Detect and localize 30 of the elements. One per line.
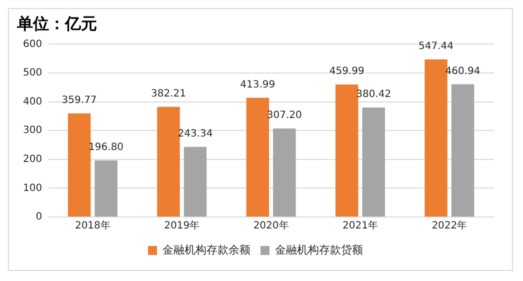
data-label: 413.99 [240,79,276,90]
legend-label: 金融机构存款贷额 [275,243,363,256]
y-tick-label: 200 [22,154,42,165]
bar [273,128,296,216]
y-tick-label: 500 [22,68,42,79]
x-tick-label: 2022年 [432,220,468,232]
x-tick-label: 2018年 [74,220,110,232]
x-tick-label: 2020年 [253,220,289,232]
bar [424,59,448,216]
data-label: 459.99 [329,66,364,78]
legend-label: 金融机构存款余额 [162,243,250,256]
bar [184,146,207,216]
y-tick-label: 600 [22,38,42,50]
data-label: 547.44 [418,40,454,52]
bar [246,98,270,216]
y-tick-label: 100 [22,182,42,194]
bar [94,160,118,216]
bar [362,107,385,216]
chart-title: 单位：亿元 [16,14,97,33]
bar [157,106,180,216]
bar [68,113,91,216]
x-tick-label: 2021年 [342,220,378,232]
bar [335,84,358,216]
y-tick-label: 0 [36,212,42,223]
data-label: 359.77 [62,94,97,106]
x-tick-label: 2019年 [164,220,200,232]
y-tick-label: 300 [22,125,42,136]
bar [451,84,474,216]
data-label: 382.21 [150,88,186,100]
y-tick-label: 400 [22,96,42,108]
